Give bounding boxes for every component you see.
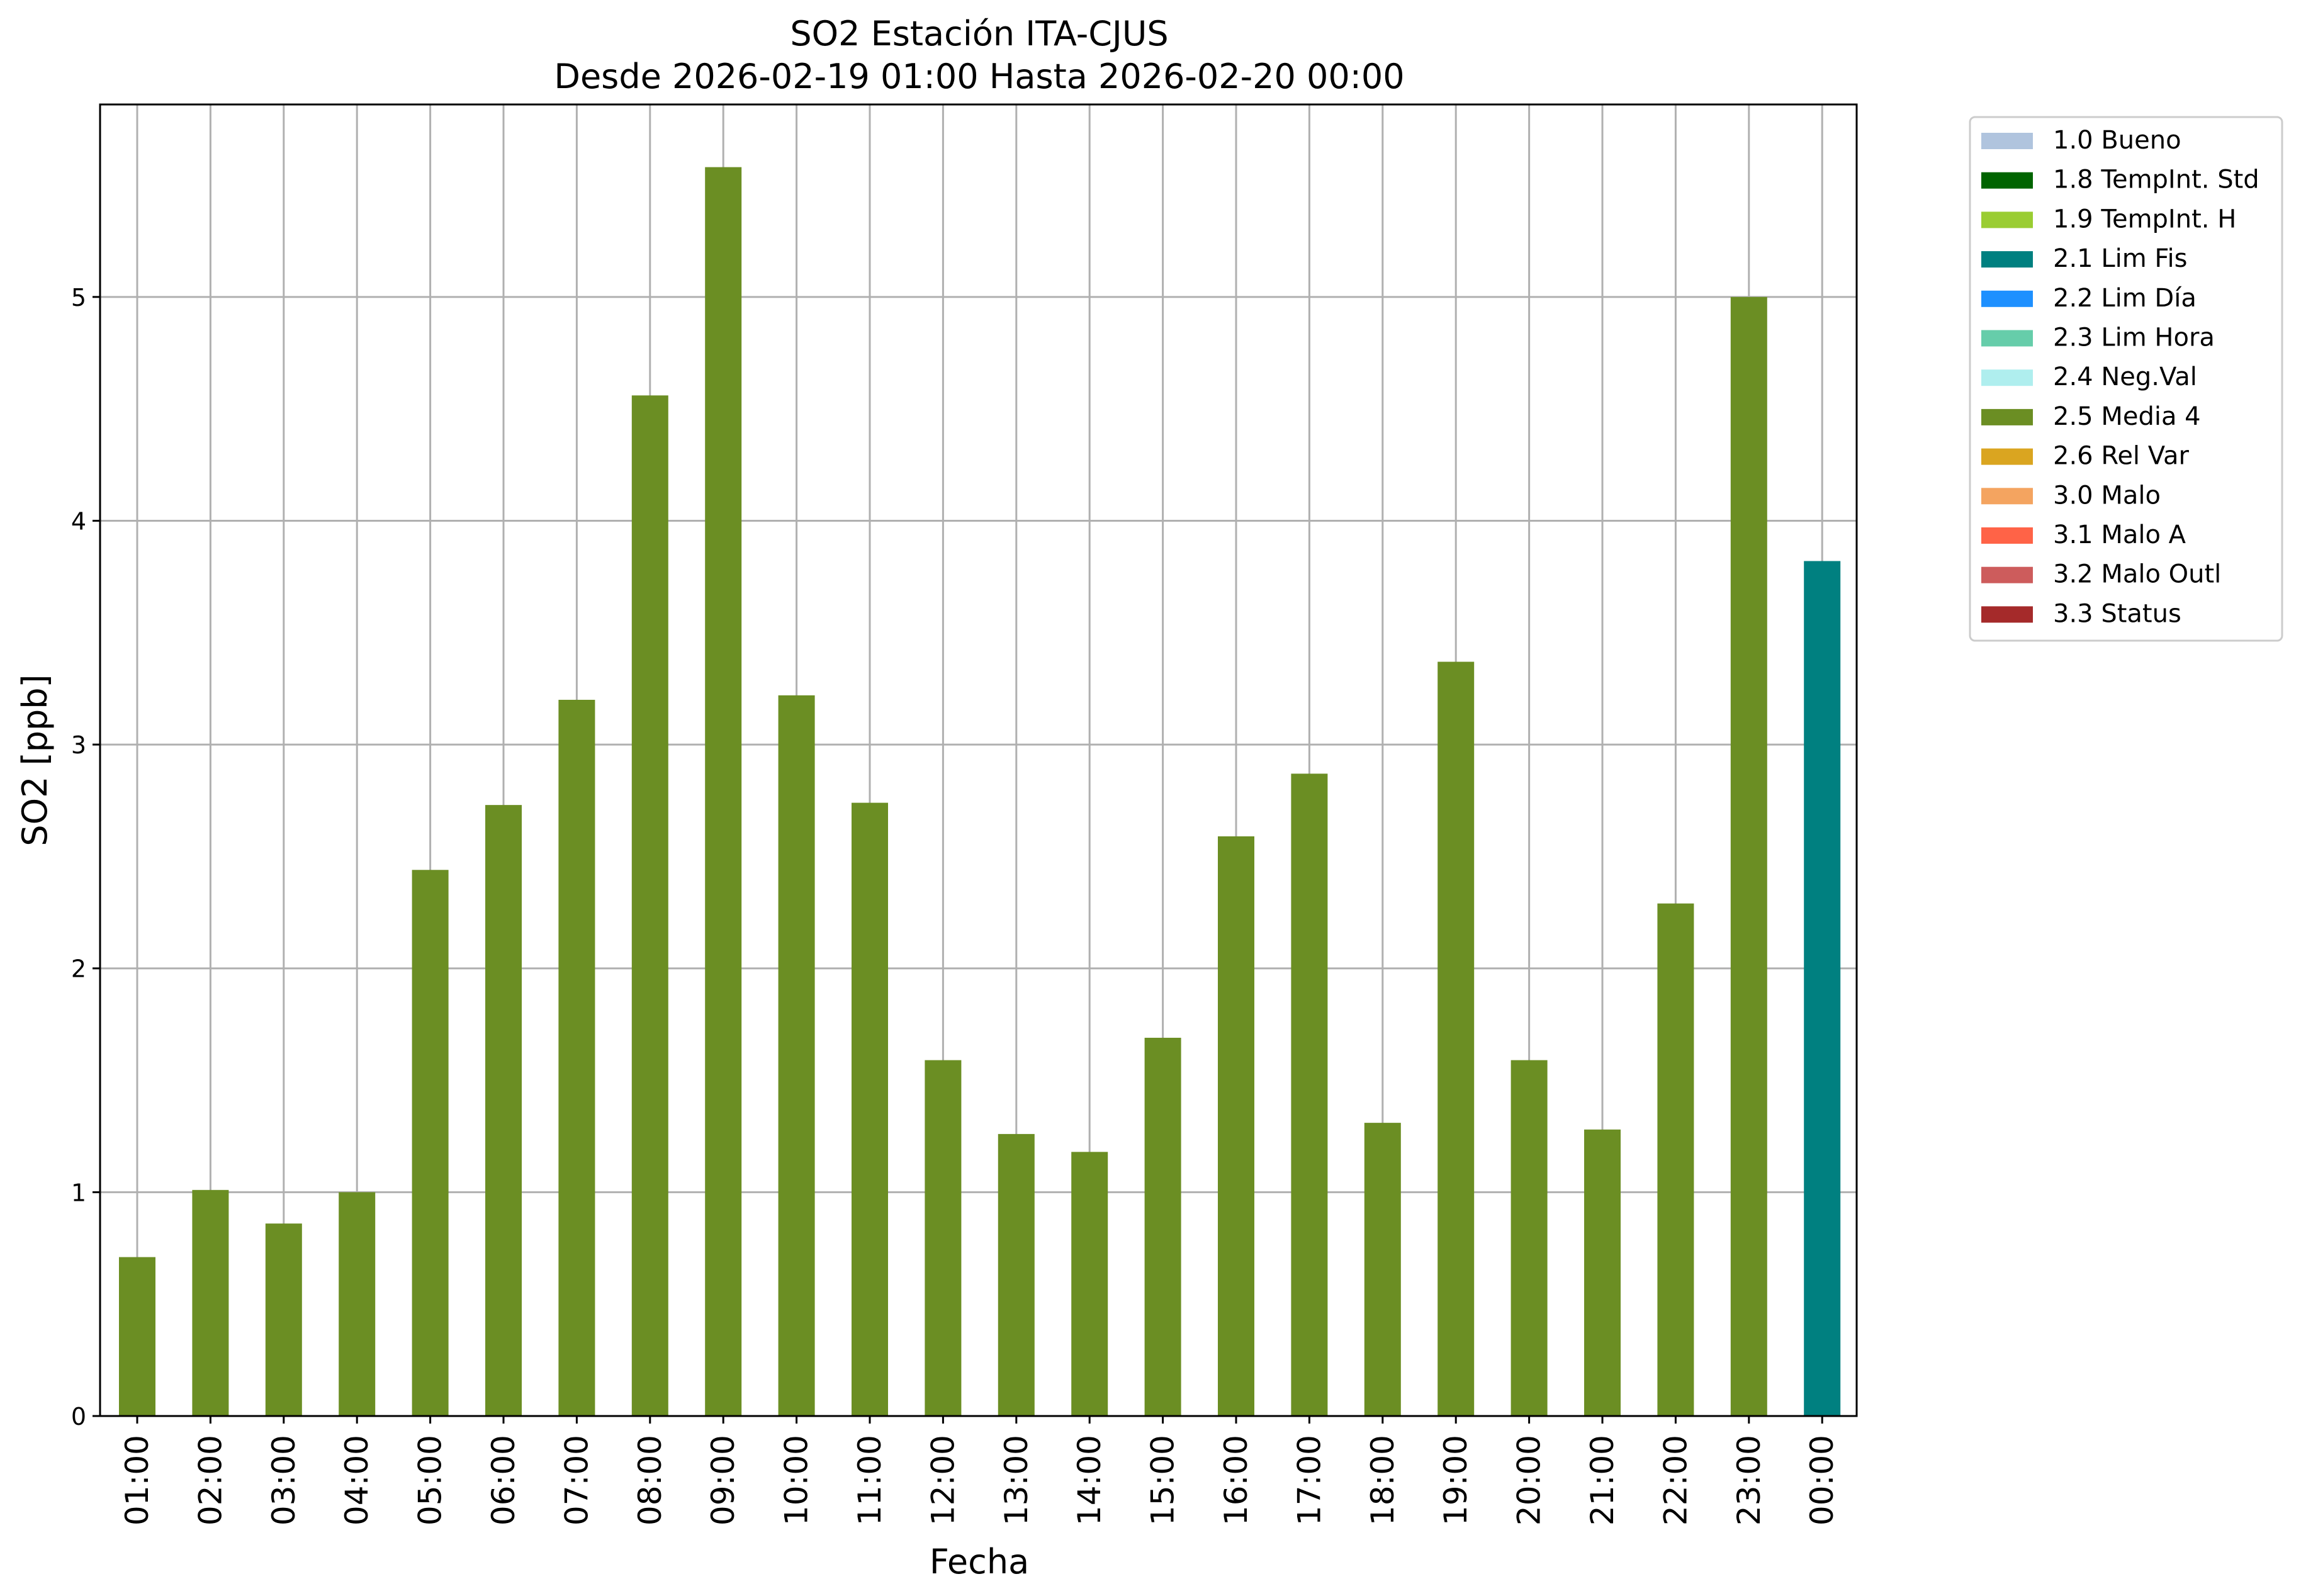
x-tick-label: 21:00 (1584, 1435, 1621, 1526)
bar-1500 (1144, 1037, 1181, 1416)
legend: 1.0 Bueno 1.8 TempInt. Std 1.9 TempInt. H 2… (1969, 116, 2283, 642)
x-tick-label: 09:00 (705, 1435, 741, 1526)
bar-0300 (265, 1223, 302, 1416)
legend-label: 2.5 Media 4 (2053, 402, 2201, 431)
legend-label: 3.2 Malo Outl (2053, 560, 2221, 589)
x-axis-label: Fecha (930, 1542, 1029, 1582)
chart-subtitle: Desde 2026-02-19 01:00 Hasta 2026-02-20 … (554, 57, 1404, 96)
bar-0000 (1804, 561, 1841, 1416)
y-tick-label: 4 (71, 507, 86, 535)
x-tick-label: 07:00 (558, 1435, 595, 1526)
legend-swatch (1981, 606, 2033, 623)
bar-0100 (119, 1257, 155, 1416)
x-tick-label: 12:00 (925, 1435, 961, 1526)
legend-swatch (1981, 488, 2033, 505)
x-tick-label: 00:00 (1804, 1435, 1840, 1526)
bar-2000 (1511, 1060, 1548, 1416)
x-tick-label: 04:00 (339, 1435, 375, 1526)
legend-label: 2.2 Lim Día (2053, 284, 2197, 313)
x-tick-label: 20:00 (1511, 1435, 1548, 1526)
bar-0800 (631, 395, 668, 1416)
x-tick-label: 11:00 (852, 1435, 888, 1526)
plot-area-frame (99, 103, 1858, 1417)
bar-0600 (485, 805, 522, 1416)
legend-label: 2.3 Lim Hora (2053, 323, 2215, 352)
x-tick-label: 17:00 (1291, 1435, 1327, 1526)
bar-1200 (925, 1060, 962, 1416)
legend-swatch (1981, 527, 2033, 544)
x-tick-label: 23:00 (1731, 1435, 1767, 1526)
bar-1400 (1071, 1152, 1108, 1416)
legend-label: 2.1 Lim Fis (2053, 244, 2187, 273)
legend-label: 3.3 Status (2053, 599, 2181, 628)
x-tick-label: 22:00 (1657, 1435, 1694, 1526)
legend-swatch (1981, 369, 2033, 386)
bars (119, 167, 1841, 1416)
bar-1300 (998, 1133, 1035, 1416)
legend-label: 1.9 TempInt. H (2053, 205, 2236, 233)
legend-swatch (1981, 408, 2033, 425)
x-tick-label: 01:00 (119, 1435, 155, 1526)
bar-1900 (1437, 661, 1475, 1416)
y-tick-label: 3 (71, 731, 86, 759)
y-axis: 0 1 2 3 4 5 (71, 284, 100, 1430)
x-tick-label: 08:00 (632, 1435, 668, 1526)
legend-frame (1969, 116, 2283, 642)
x-tick-label: 18:00 (1364, 1435, 1401, 1526)
x-tick-label: 16:00 (1218, 1435, 1254, 1526)
legend-swatch (1981, 290, 2033, 307)
legend-swatch (1981, 172, 2033, 189)
bar-0400 (339, 1192, 376, 1416)
y-tick-label: 5 (71, 284, 86, 312)
bar-0200 (192, 1189, 229, 1416)
legend-swatch (1981, 251, 2033, 268)
x-tick-label: 19:00 (1437, 1435, 1474, 1526)
bar-0500 (412, 870, 449, 1416)
bar-1100 (852, 802, 888, 1416)
bar-2200 (1657, 903, 1694, 1416)
x-tick-label: 03:00 (266, 1435, 302, 1526)
legend-label: 2.4 Neg.Val (2053, 362, 2197, 391)
y-axis-label: SO2 [ppb] (15, 674, 55, 846)
bar-1800 (1364, 1123, 1401, 1416)
x-tick-label: 15:00 (1145, 1435, 1181, 1526)
legend-label: 3.0 Malo (2053, 481, 2161, 510)
bar-1700 (1291, 773, 1328, 1416)
legend-swatch (1981, 133, 2033, 149)
bar-2300 (1730, 296, 1767, 1416)
x-tick-label: 06:00 (485, 1435, 522, 1526)
bar-0700 (558, 699, 595, 1416)
legend-label: 1.8 TempInt. Std (2053, 166, 2259, 194)
y-tick-label: 0 (71, 1403, 86, 1430)
bar-2100 (1584, 1129, 1621, 1416)
x-tick-label: 14:00 (1071, 1435, 1108, 1526)
legend-swatch (1981, 566, 2033, 583)
chart-title: SO2 Estación ITA-CJUS (790, 14, 1168, 53)
x-axis: 01:00 02:00 03:00 04:00 05:00 06:00 07:00 08:00… (119, 1416, 1840, 1526)
bar-1600 (1218, 836, 1254, 1416)
legend-swatch (1981, 330, 2033, 347)
y-tick-label: 2 (71, 955, 86, 983)
legend-label: 2.6 Rel Var (2053, 442, 2190, 471)
legend-swatch (1981, 448, 2033, 465)
bar-0900 (705, 167, 742, 1416)
bar-1000 (778, 695, 815, 1416)
x-tick-label: 10:00 (779, 1435, 815, 1526)
x-tick-label: 05:00 (412, 1435, 449, 1526)
legend-label: 3.1 Malo A (2053, 520, 2186, 549)
y-tick-label: 1 (71, 1179, 86, 1206)
x-tick-label: 13:00 (998, 1435, 1035, 1526)
legend-swatch (1981, 211, 2033, 228)
x-tick-label: 02:00 (192, 1435, 228, 1526)
legend-label: 1.0 Bueno (2053, 126, 2181, 155)
